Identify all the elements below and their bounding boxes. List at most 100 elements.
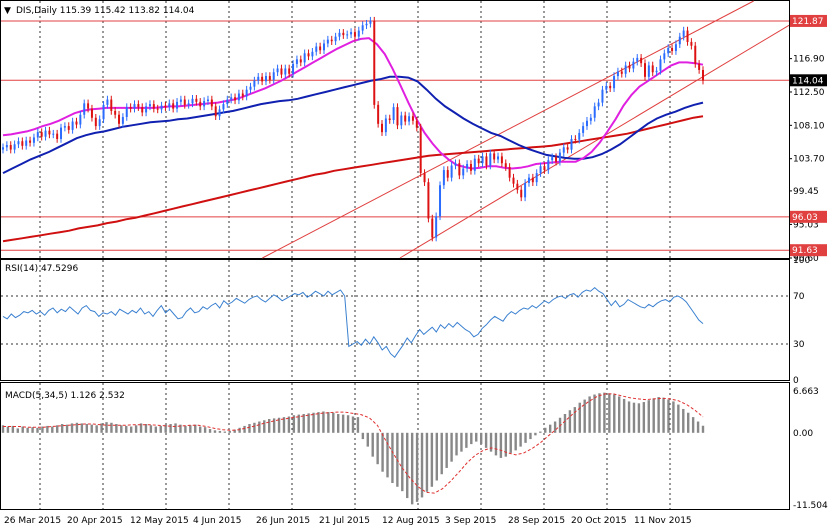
candle-body: [199, 101, 202, 107]
candle-body: [508, 167, 511, 178]
candle-body: [102, 104, 105, 120]
candle-body: [241, 93, 244, 97]
candle-body: [330, 39, 333, 42]
candle-body: [543, 166, 546, 171]
candle-body: [686, 30, 689, 42]
macd-histogram-bar: [194, 424, 197, 433]
candle-body: [388, 118, 391, 121]
price-marker-badge: [790, 244, 827, 257]
candle-body: [187, 103, 190, 105]
candle-body: [361, 25, 364, 31]
candle-body: [245, 89, 248, 97]
macd-histogram-bar: [208, 429, 212, 433]
candle-body: [566, 147, 569, 150]
candle-body: [415, 120, 418, 128]
macd-histogram-bar: [110, 422, 113, 433]
candle-body: [489, 153, 492, 166]
candle-body: [36, 132, 39, 138]
candle-body: [2, 147, 4, 150]
candle-body: [520, 189, 523, 198]
candle-body: [253, 80, 256, 87]
candle-body: [71, 121, 74, 130]
macd-histogram-bar: [548, 424, 552, 433]
candle-body: [442, 170, 445, 186]
candle-body: [284, 68, 287, 75]
macd-histogram-bar: [435, 432, 439, 481]
candle-body: [636, 57, 639, 62]
macd-histogram-bar: [149, 425, 153, 433]
candle-body: [446, 170, 449, 178]
candle-body: [585, 120, 588, 127]
candle-body: [473, 158, 476, 171]
rsi-pane-frame: [0, 259, 790, 381]
moving-average-mid: [2, 75, 704, 174]
candle-body: [558, 152, 561, 162]
macd-histogram-bar: [36, 427, 39, 433]
candle-body: [183, 99, 186, 105]
candle-body: [145, 106, 148, 113]
candle-body: [125, 107, 128, 117]
x-tick-label: 28 Sep 2015: [508, 516, 565, 526]
macd-histogram-bar: [598, 393, 601, 433]
macd-histogram-bar: [420, 432, 424, 498]
candle-body: [121, 116, 124, 124]
macd-histogram-bar: [16, 428, 19, 433]
macd-histogram-bar: [346, 415, 350, 433]
macd-histogram-bar: [608, 393, 611, 433]
candle-body: [373, 20, 376, 105]
macd-histogram-bar: [376, 432, 379, 465]
macd-pane-frame: [0, 382, 790, 510]
x-tick-label: 20 Oct 2015: [571, 516, 627, 526]
macd-histogram-bar: [100, 423, 103, 433]
macd-histogram-bar: [223, 431, 227, 433]
candle-body: [640, 57, 643, 64]
rsi-pane: [1, 286, 789, 358]
candle-body: [384, 118, 387, 133]
moving-average-fast: [2, 37, 704, 170]
candle-body: [404, 115, 407, 122]
macd-histogram-bar: [267, 419, 271, 433]
candle-body: [651, 65, 654, 73]
macd-histogram-bar: [218, 430, 222, 433]
candle-body: [56, 133, 59, 139]
chart-menu-arrow-icon[interactable]: ▼: [4, 6, 11, 16]
macd-histogram-bar: [415, 432, 419, 502]
candle-body: [114, 110, 117, 115]
candle-body: [659, 59, 662, 71]
candle-body: [655, 70, 658, 73]
candle-body: [152, 104, 155, 109]
macd-histogram-bar: [425, 432, 429, 492]
macd-histogram-bar: [603, 392, 606, 433]
candle-body: [98, 119, 101, 127]
candle-body: [694, 45, 697, 64]
macd-histogram-bar: [238, 427, 241, 433]
candle-body: [32, 137, 35, 143]
macd-histogram-bar: [691, 417, 695, 433]
macd-histogram-bar: [258, 421, 261, 433]
price-marker-badge: [790, 74, 827, 87]
candle-body: [624, 65, 627, 74]
macd-histogram-bar: [351, 416, 355, 433]
macd-histogram-bar: [573, 407, 577, 433]
candle-body: [288, 68, 291, 74]
candle-body: [276, 68, 279, 73]
macd-histogram-bar: [75, 422, 79, 433]
candle-body: [601, 89, 604, 103]
macd-histogram-bar: [139, 423, 143, 433]
macd-histogram-bar: [95, 425, 98, 433]
macd-histogram-bar: [115, 424, 118, 433]
macd-histogram-bar: [593, 394, 596, 433]
macd-histogram-bar: [450, 432, 453, 462]
main-header: DIS,Daily 115.39 115.42 113.82 114.04: [16, 6, 195, 16]
candle-body: [48, 130, 51, 135]
candle-body: [191, 98, 194, 104]
macd-histogram-bar: [179, 424, 182, 433]
candle-body: [160, 105, 163, 110]
candle-body: [110, 99, 113, 111]
macd-histogram-bar: [613, 394, 616, 433]
candle-body: [118, 114, 121, 124]
candle-body: [632, 61, 635, 69]
macd-histogram-bar: [248, 424, 251, 433]
macd-histogram-bar: [539, 431, 542, 433]
macd-histogram-bar: [317, 412, 320, 433]
